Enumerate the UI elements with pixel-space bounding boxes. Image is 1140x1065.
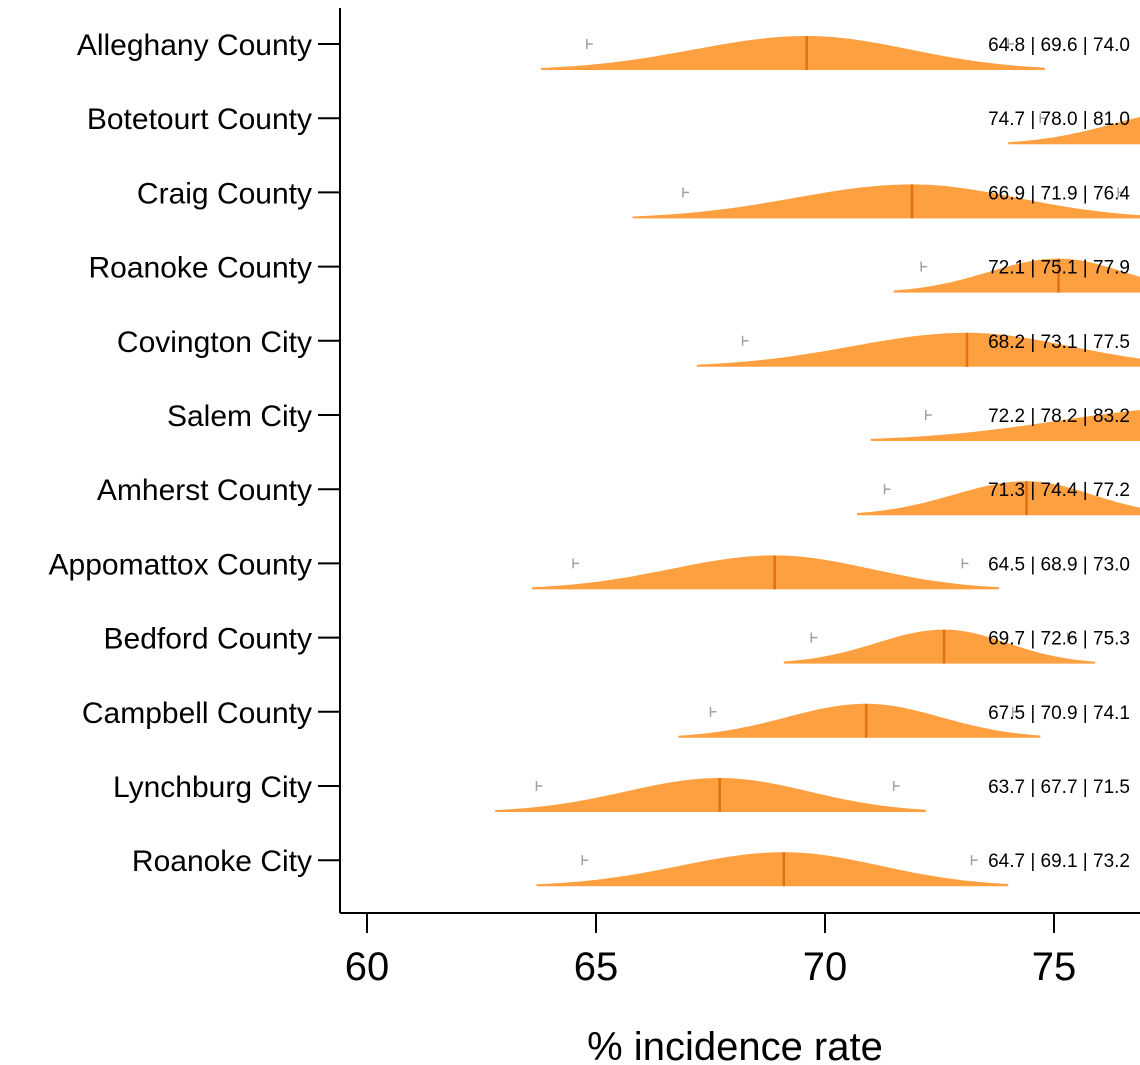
value-label: 72.1 | 75.1 | 77.9: [988, 258, 1130, 279]
value-label: 64.8 | 69.6 | 74.0: [988, 35, 1130, 56]
ridge-row: 72.1 | 75.1 | 77.9: [893, 258, 1140, 293]
category-label: Botetourt County: [87, 103, 312, 136]
value-label: 63.7 | 67.7 | 71.5: [988, 777, 1130, 798]
category-label: Appomattox County: [49, 548, 312, 581]
category-label: Roanoke County: [89, 252, 312, 285]
category-label: Lynchburg City: [113, 771, 312, 804]
x-tick-label: 60: [345, 945, 390, 989]
category-label: Roanoke City: [132, 845, 312, 878]
ridge-row: 64.8 | 69.6 | 74.0: [541, 35, 1130, 70]
y-axis: Alleghany County Botetourt County Craig Co…: [49, 8, 341, 913]
ridge-row: 74.7 | 78.0 | 81.0: [988, 109, 1140, 145]
density-ridge: [893, 258, 1140, 293]
density-ridge: [1008, 117, 1140, 145]
category-label: Amherst County: [97, 474, 312, 507]
x-tick-label: 75: [1032, 945, 1077, 989]
category-label: Bedford County: [104, 623, 312, 656]
density-ridge: [632, 184, 1140, 219]
category-label: Campbell County: [82, 697, 312, 730]
ridge-row: 64.7 | 69.1 | 73.2: [536, 851, 1130, 887]
category-label: Craig County: [137, 177, 312, 210]
value-label: 74.7 | 78.0 | 81.0: [988, 109, 1130, 130]
value-label: 71.3 | 74.4 | 77.2: [988, 480, 1130, 501]
x-axis-title: % incidence rate: [587, 1025, 883, 1065]
ridge-row: 68.2 | 73.1 | 77.5: [696, 332, 1140, 367]
value-label: 72.2 | 78.2 | 83.2: [988, 406, 1130, 427]
value-label: 67.5 | 70.9 | 74.1: [988, 703, 1130, 724]
density-ridge: [531, 555, 999, 590]
ridge-row: 72.2 | 78.2 | 83.2: [870, 406, 1140, 441]
ridge-row: 69.7 | 72.6 | 75.3: [783, 629, 1130, 664]
density-ridge: [870, 410, 1140, 441]
x-tick-label: 70: [803, 945, 848, 989]
density-ridge: [536, 852, 1009, 887]
value-label: 68.2 | 73.1 | 77.5: [988, 332, 1130, 353]
density-ridge: [541, 36, 1045, 70]
density-ridge: [495, 778, 926, 812]
category-label: Covington City: [117, 326, 312, 359]
category-label: Salem City: [167, 400, 312, 433]
ridges-layer: 64.8 | 69.6 | 74.0 74.7 | 78.0 | 81.0 66.9…: [495, 35, 1140, 887]
density-ridge: [696, 332, 1140, 367]
value-label: 64.5 | 68.9 | 73.0: [988, 554, 1130, 575]
value-label: 69.7 | 72.6 | 75.3: [988, 629, 1130, 650]
ridge-row: 63.7 | 67.7 | 71.5: [495, 777, 1130, 812]
ridge-row: 64.5 | 68.9 | 73.0: [531, 554, 1130, 590]
ridge-row: 67.5 | 70.9 | 74.1: [678, 703, 1130, 738]
value-label: 64.7 | 69.1 | 73.2: [988, 851, 1130, 872]
density-ridge: [678, 703, 1041, 738]
x-tick-label: 65: [574, 945, 619, 989]
density-ridge: [783, 629, 1096, 664]
x-axis: 606570758085: [340, 912, 1140, 989]
ridge-row: 71.3 | 74.4 | 77.2: [857, 480, 1140, 516]
ridge-row: 66.9 | 71.9 | 76.4: [632, 183, 1140, 219]
value-label: 66.9 | 71.9 | 76.4: [988, 183, 1130, 204]
density-ridge: [857, 481, 1140, 516]
category-label: Alleghany County: [77, 29, 312, 62]
